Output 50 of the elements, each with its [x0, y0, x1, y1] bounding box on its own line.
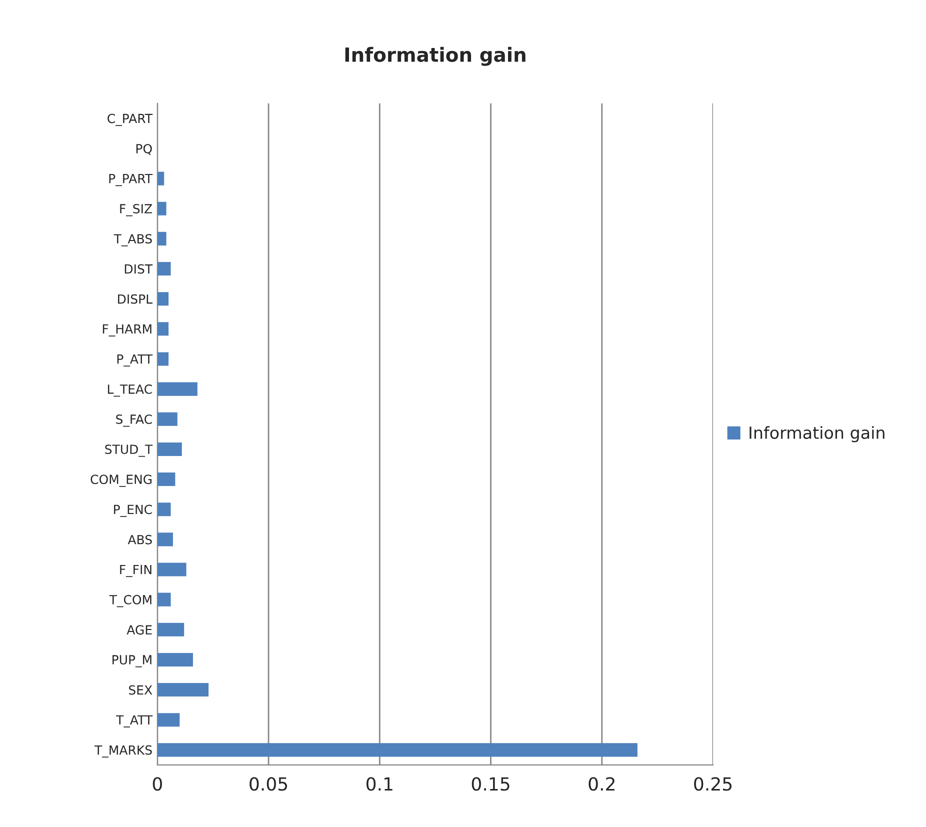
bar: [157, 532, 173, 546]
bar: [157, 622, 184, 636]
bar: [157, 202, 166, 216]
bar: [157, 472, 176, 486]
y-tick-label: ABS: [128, 534, 152, 544]
y-tick-label: F_FIN: [120, 564, 152, 578]
x-tick-label: 0: [152, 777, 162, 791]
y-tick-label: F_SIZ: [120, 204, 152, 216]
bar: [157, 412, 178, 426]
bar: [157, 382, 198, 396]
x-tick-label: 0.25: [694, 777, 732, 791]
bar: [157, 292, 169, 306]
y-tick-label: AGE: [126, 625, 152, 635]
y-tick-label: SEX: [128, 685, 152, 695]
y-tick-label: S_FAC: [116, 414, 152, 427]
bar: [157, 172, 164, 186]
x-tick-label: 0.05: [250, 777, 288, 791]
bar: [157, 713, 180, 727]
y-tick-label: T_ABS: [114, 234, 152, 246]
y-tick-label: DIST: [124, 264, 153, 274]
y-tick-label: COM_ENG: [90, 474, 152, 487]
y-tick-label: P_PART: [109, 174, 153, 186]
x-tick-label: 0.1: [366, 777, 392, 791]
bar: [157, 652, 193, 666]
bar: [157, 562, 186, 576]
y-tick-label: DISPL: [118, 294, 152, 304]
bar: [157, 502, 171, 516]
y-tick-label: C_PART: [108, 114, 153, 126]
bar: [157, 232, 166, 246]
x-tick-label: 0.15: [472, 777, 510, 791]
y-tick-label: P_ENC: [114, 504, 152, 517]
bar: [157, 592, 171, 606]
x-tick-label: 0.2: [588, 777, 614, 791]
chart-title: Information gain: [345, 46, 526, 66]
bar: [157, 743, 638, 757]
bar: [157, 262, 171, 276]
y-tick-label: F_HARM: [102, 324, 152, 336]
y-tick-label: L_TEAC: [108, 384, 152, 397]
y-tick-label: STUD_T: [105, 444, 153, 457]
legend-label: Information gain: [750, 426, 884, 442]
y-tick-label: P_ATT: [117, 354, 153, 367]
bar: [157, 352, 169, 366]
y-tick-label: T_MARKS: [94, 745, 152, 758]
y-tick-label: PUP_M: [112, 655, 152, 668]
y-tick-label: PQ: [136, 144, 152, 155]
bar: [157, 322, 169, 336]
y-tick-label: T_COM: [109, 594, 152, 608]
bar: [157, 683, 209, 697]
bar: [157, 442, 182, 456]
y-tick-label: T_ATT: [116, 715, 153, 728]
